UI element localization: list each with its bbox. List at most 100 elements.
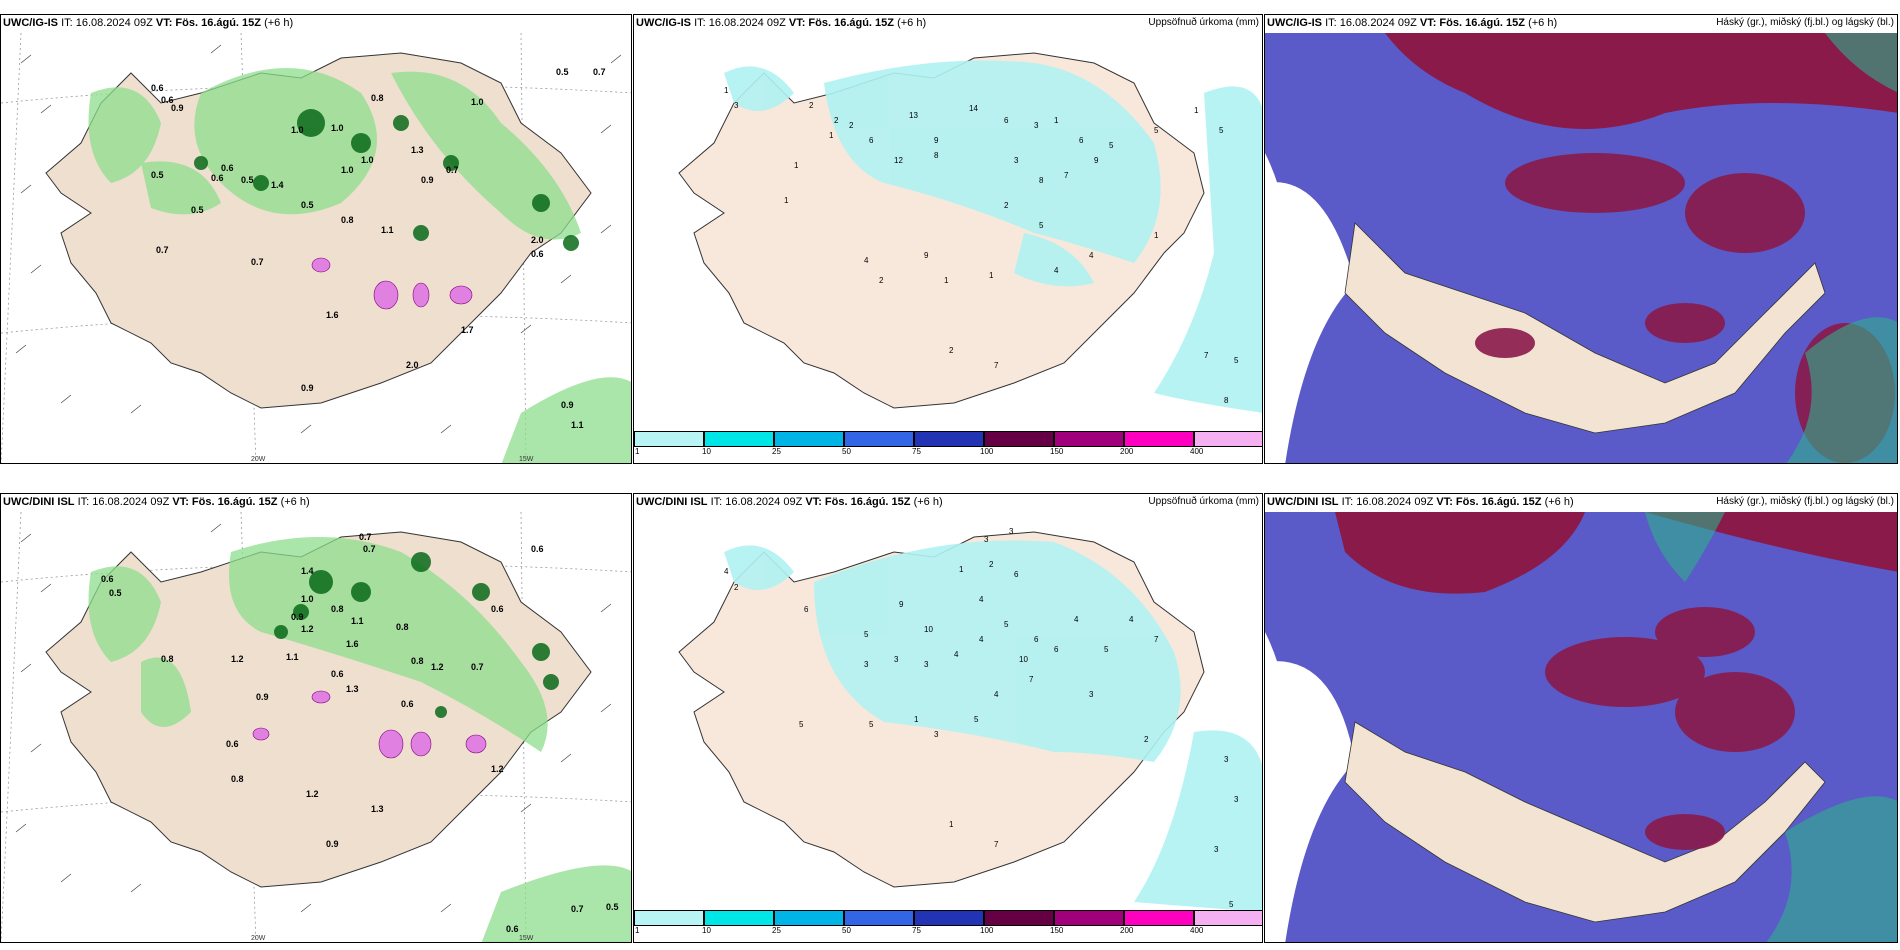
svg-text:1.2: 1.2 [431, 662, 444, 672]
panel-top-right: UWC/IG-IS IT: 16.08.2024 09Z VT: Fös. 16… [1264, 14, 1898, 464]
iceland-land [1344, 721, 1826, 923]
svg-text:0.9: 0.9 [421, 175, 434, 185]
wind-barbs [15, 44, 622, 434]
svg-text:0.6: 0.6 [401, 699, 414, 709]
svg-text:2: 2 [989, 560, 994, 569]
panel-bot-right: UWC/DINI ISL IT: 16.08.2024 09Z VT: Fös.… [1264, 493, 1898, 943]
colorbar-label: 10 [702, 926, 711, 935]
svg-text:0.9: 0.9 [291, 612, 304, 622]
svg-text:2: 2 [879, 276, 884, 285]
svg-text:3: 3 [1034, 121, 1039, 130]
colorbar-label: 10 [702, 447, 711, 456]
panel-top-mid: UWC/IG-IS IT: 16.08.2024 09Z VT: Fös. 16… [633, 14, 1263, 464]
colorbar-label: 150 [1050, 447, 1064, 456]
svg-text:1.7: 1.7 [461, 325, 474, 335]
svg-text:1.1: 1.1 [381, 225, 394, 235]
svg-text:1: 1 [1154, 231, 1159, 240]
colorbar-label: 100 [980, 926, 994, 935]
colorbar-swatch [914, 431, 984, 447]
svg-text:4: 4 [1129, 615, 1134, 624]
high-cloud [1545, 607, 1795, 850]
panel-top-left: UWC/IG-IS IT: 16.08.2024 09Z VT: Fös. 16… [0, 14, 632, 464]
panel-subtitle: Háský (gr.), miðský (fj.bl.) og lágský (… [1716, 496, 1894, 507]
colorbar-swatch [844, 431, 914, 447]
colorbar-label: 200 [1120, 447, 1134, 456]
svg-text:5: 5 [1004, 620, 1009, 629]
svg-text:0.6: 0.6 [211, 173, 224, 183]
svg-text:0.9: 0.9 [301, 383, 314, 393]
svg-text:5: 5 [1219, 126, 1224, 135]
colorbar-swatch [1054, 910, 1124, 926]
svg-text:3: 3 [734, 101, 739, 110]
svg-text:8: 8 [1039, 176, 1044, 185]
svg-text:0.6: 0.6 [531, 544, 544, 554]
panel-title: UWC/IG-IS IT: 16.08.2024 09Z VT: Fös. 16… [636, 17, 927, 29]
svg-text:1.0: 1.0 [291, 125, 304, 135]
svg-text:6: 6 [1079, 136, 1084, 145]
svg-text:2: 2 [849, 121, 854, 130]
svg-text:1.4: 1.4 [271, 180, 284, 190]
precip-green [88, 68, 631, 463]
svg-text:3: 3 [1089, 690, 1094, 699]
svg-text:6: 6 [1004, 116, 1009, 125]
svg-text:0.8: 0.8 [331, 604, 344, 614]
svg-text:5: 5 [864, 630, 869, 639]
svg-text:9: 9 [934, 136, 939, 145]
precip-light [724, 60, 1262, 413]
svg-text:0.5: 0.5 [151, 170, 164, 180]
iceland-land [1344, 222, 1826, 434]
svg-text:6: 6 [1014, 570, 1019, 579]
svg-text:1.2: 1.2 [301, 624, 314, 634]
svg-text:0.6: 0.6 [151, 83, 164, 93]
svg-text:3: 3 [894, 655, 899, 664]
svg-text:0.6: 0.6 [531, 249, 544, 259]
svg-text:4: 4 [864, 256, 869, 265]
svg-text:0.7: 0.7 [251, 257, 264, 267]
svg-text:0.7: 0.7 [156, 245, 169, 255]
cape-values: 0.60.60.9 1.0 1.00.6 0.8 1.00.5 1.00.6 0.5 … [151, 67, 606, 430]
colorbar-label: 50 [842, 926, 851, 935]
svg-text:1.4: 1.4 [301, 566, 314, 576]
svg-text:9: 9 [924, 251, 929, 260]
svg-text:2.0: 2.0 [406, 360, 419, 370]
svg-text:0.7: 0.7 [593, 67, 606, 77]
panel-title: UWC/DINI ISL IT: 16.08.2024 09Z VT: Fös.… [636, 496, 943, 508]
svg-text:0.8: 0.8 [231, 774, 244, 784]
svg-text:5: 5 [1234, 356, 1239, 365]
cloud-map [1265, 33, 1897, 463]
svg-text:5: 5 [869, 720, 874, 729]
svg-text:0.8: 0.8 [341, 215, 354, 225]
colorbar-swatch [914, 910, 984, 926]
svg-text:0.8: 0.8 [411, 656, 424, 666]
svg-text:2.0: 2.0 [531, 235, 544, 245]
svg-text:3: 3 [1214, 845, 1219, 854]
svg-text:1.0: 1.0 [471, 97, 484, 107]
svg-text:0.7: 0.7 [363, 544, 376, 554]
svg-text:0.6: 0.6 [491, 604, 504, 614]
panel-title: UWC/DINI ISL IT: 16.08.2024 09Z VT: Fös.… [3, 496, 310, 508]
svg-text:3: 3 [864, 660, 869, 669]
svg-text:6: 6 [1034, 635, 1039, 644]
svg-text:7: 7 [994, 361, 999, 370]
svg-text:7: 7 [1204, 351, 1209, 360]
precip-colorbar: 1 10 25 50 75 100 150 200 400 [634, 910, 1262, 935]
svg-text:1.3: 1.3 [411, 145, 424, 155]
low-cloud-green [1645, 512, 1897, 942]
svg-text:1.2: 1.2 [231, 654, 244, 664]
colorbar-swatch [774, 910, 844, 926]
colorbar-swatch [1124, 910, 1194, 926]
precip-green [88, 537, 631, 942]
svg-text:6: 6 [1054, 645, 1059, 654]
panel-title: UWC/IG-IS IT: 16.08.2024 09Z VT: Fös. 16… [3, 17, 294, 29]
svg-text:1: 1 [944, 276, 949, 285]
svg-text:8: 8 [934, 151, 939, 160]
svg-text:0.6: 0.6 [161, 95, 174, 105]
svg-text:4: 4 [994, 690, 999, 699]
svg-text:1: 1 [794, 161, 799, 170]
colorbar-swatch [634, 910, 704, 926]
svg-text:1.1: 1.1 [351, 616, 364, 626]
colorbar-label: 100 [980, 447, 994, 456]
svg-text:1: 1 [949, 820, 954, 829]
svg-text:0.6: 0.6 [506, 924, 519, 934]
svg-text:0.9: 0.9 [256, 692, 269, 702]
